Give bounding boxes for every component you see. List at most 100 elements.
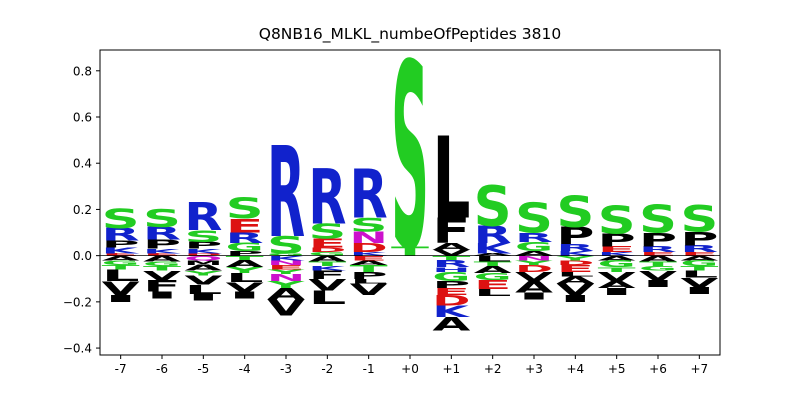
y-tick-label: 0.6	[73, 111, 92, 125]
logo-letter-A--1-n1: A	[350, 259, 388, 266]
logo-letter-S-+7-p3: S	[680, 198, 718, 241]
logo-letter-K--7-p1: K	[102, 246, 141, 255]
x-tick-label: -5	[197, 362, 209, 376]
logo-letter-D--2-p1: D	[308, 246, 346, 253]
x-tick-label: +0	[401, 362, 419, 376]
logo-letter-F--6-n4: F	[143, 277, 181, 296]
logo-letter-T-+0-p0: T	[391, 244, 430, 259]
logo-letter-E--2-p2: E	[308, 236, 346, 251]
logo-letter-S-+2-p3: S	[474, 174, 512, 238]
logo-letter-P-+6-p2: P	[639, 229, 677, 251]
logo-letter-S-+3-p3: S	[515, 195, 553, 243]
x-tick-label: +4	[566, 362, 584, 376]
x-tick-label: +6	[649, 362, 667, 376]
logo-letter-G--6-n1: G	[143, 260, 181, 267]
logo-letter-N--1-p2: N	[350, 229, 388, 248]
logo-letter-R--1-p4: R	[350, 156, 388, 233]
logo-letter-R--4-p2: R	[226, 230, 264, 247]
logo-letter-E--3-n2: E	[267, 264, 305, 271]
logo-letter-L--2-n5: L	[308, 287, 346, 309]
logo-letter-E-+5-p1: E	[598, 245, 636, 254]
logo-letter-G--7-n1: G	[102, 259, 140, 266]
logo-letter-P--7-p2: P	[102, 239, 140, 250]
logo-letter-V--4-n4: V	[226, 280, 264, 294]
logo-letter-S--3-p1: S	[267, 231, 305, 259]
logo-letter-E--6-p0: E	[143, 253, 181, 257]
logo-letter-S--6-p4: S	[143, 204, 181, 233]
x-tick-label: -7	[115, 362, 127, 376]
logo-letter-K--5-p1: K	[184, 247, 222, 254]
x-tick-label: -4	[239, 362, 251, 376]
logo-letter-E--4-p3: E	[226, 215, 264, 237]
logo-letter-A--7-n0: A	[102, 254, 140, 261]
logo-letter-R-+3-p2: R	[515, 231, 553, 245]
logo-letter-K--1-p0: K	[350, 251, 388, 257]
logo-letter-L-+2-n0: L	[474, 254, 512, 263]
logo-letter-A-+5-n4: A	[598, 279, 637, 290]
logo-letter-I-+4-n6: I	[556, 293, 594, 304]
x-tick-label: +5	[608, 362, 626, 376]
logo-letter-T-+7-n2: T	[680, 265, 718, 272]
logo-letter-P--6-p2: P	[143, 237, 181, 252]
logo-letter-A-+5-n0: A	[598, 254, 636, 261]
logo-letter-K-+4-p0: K	[556, 250, 594, 257]
logo-letter-D-+4-n1: D	[556, 259, 594, 266]
logo-letter-S-+0-p1: S	[391, 11, 429, 307]
logo-letter-I-+7-n5: I	[680, 285, 718, 296]
logo-letter-E-+6-p0: E	[639, 251, 677, 257]
logo-letter-V--6-n3: V	[143, 269, 181, 283]
logo-letter-S-+6-p3: S	[639, 197, 677, 242]
logo-letter-F--2-n3: F	[308, 269, 346, 282]
logo-letter-Y--3-n5: Y	[266, 279, 305, 290]
logo-letter-N--3-n1: N	[267, 259, 305, 266]
logo-letter-E-+4-n2: E	[556, 263, 594, 274]
logo-letter-L-+4-n3: L	[556, 271, 594, 278]
logo-letter-L-+1-p3: L	[432, 114, 470, 245]
y-tick-label: 0.8	[73, 64, 92, 78]
logo-letter-D--1-p1: D	[350, 241, 388, 256]
logo-letter-R-+4-p1: R	[556, 242, 594, 253]
logo-letter-G-+7-n1: G	[680, 259, 718, 268]
logo-letter-V-+5-n3: V	[598, 270, 636, 284]
logo-letter-R--5-p4: R	[184, 196, 222, 240]
logo-letter-F-+1-p2: F	[432, 211, 470, 251]
logo-letter-A-+2-p0: A	[474, 253, 512, 257]
logo-letter-G-+5-n1: G	[598, 258, 636, 269]
logo-letter-E-+7-p0: E	[680, 251, 718, 257]
logo-letter-V-+7-n4: V	[680, 276, 718, 290]
logo-letter-T--4-n0: T	[226, 255, 264, 262]
logo-letter-L-+7-n3: L	[680, 269, 718, 280]
logo-letter-P-+4-p2: P	[556, 222, 594, 250]
logo-letter-P--1-n3: P	[350, 270, 388, 281]
logo-letter-Y--5-n3: Y	[183, 269, 222, 277]
y-tick-label: 0.4	[73, 157, 92, 171]
logo-letter-V--2-n4: V	[308, 276, 347, 295]
logo-letter-Y-+3-n1: Y	[514, 259, 553, 267]
logo-letter-A--3-n6: A	[267, 285, 306, 304]
logo-letter-I-+5-n5: I	[598, 286, 636, 297]
logo-letter-R-+6-p1: R	[639, 245, 677, 254]
logo-letter-N--3-n4: N	[267, 272, 305, 283]
x-tick-label: -2	[321, 362, 333, 376]
logo-letter-I--5-n6: I	[184, 292, 222, 303]
logo-letter-T-+1-n0: T	[432, 255, 470, 262]
logo-letter-E-+1-n5: E	[432, 286, 470, 297]
logo-letter-R-+1-n1: R	[432, 259, 470, 270]
logo-letter-G-+6-n2: G	[639, 265, 677, 272]
x-tick-label: -3	[280, 362, 292, 376]
logo-letter-L--5-n5: L	[184, 282, 222, 297]
logo-letter-T--7-n2: T	[102, 264, 140, 271]
logo-letter-K-+5-p0: K	[598, 251, 636, 257]
plot-area: EKPRSAGTLVIEKPRSAGTVFIDKPSRQMAYVLIPGREST…	[102, 11, 719, 335]
logo-letter-K-+1-n7: K	[432, 302, 471, 321]
logo-letter-I--6-n5: I	[143, 290, 181, 301]
logo-letter-N-+3-n0: N	[515, 254, 553, 261]
logo-letter-R--6-p3: R	[143, 223, 181, 243]
logo-letter-A-+7-n0: A	[680, 254, 718, 261]
logo-letter-E--7-p0: E	[102, 253, 140, 257]
logo-letter-M--5-n1: M	[184, 259, 222, 266]
logo-letter-L--4-n3: L	[226, 271, 264, 286]
